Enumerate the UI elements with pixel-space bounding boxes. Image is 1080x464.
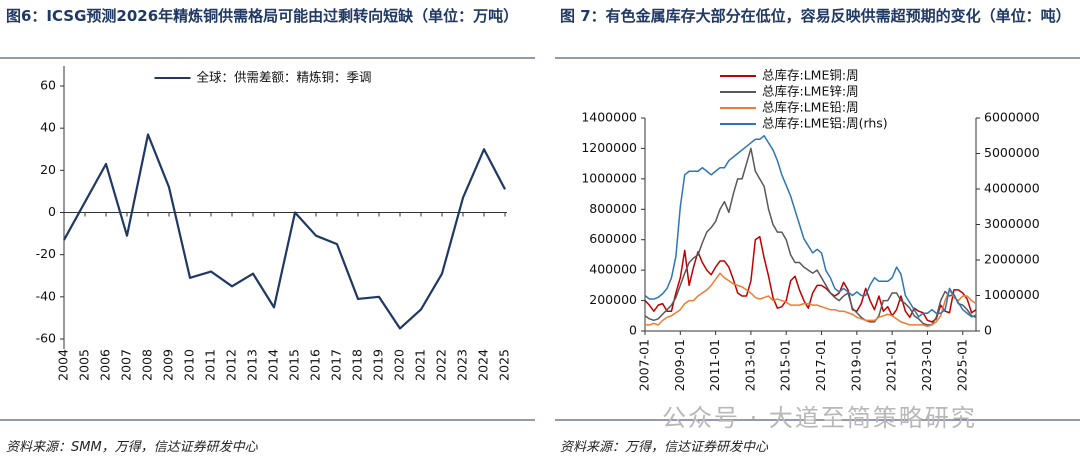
y-tick-label: 400000 xyxy=(589,262,637,277)
x-tick-label: 2021 xyxy=(413,349,428,381)
y2-tick-label: 0 xyxy=(984,323,992,338)
x-tick-label: 2023 xyxy=(455,349,470,381)
y2-tick-label: 3000000 xyxy=(984,216,1040,231)
x-tick-label: 2014 xyxy=(266,349,281,381)
x-tick-label: 2024 xyxy=(476,349,491,381)
legend-label: 总库存:LME铝:周(rhs) xyxy=(762,116,888,131)
series-line xyxy=(644,147,977,326)
x-tick-label: 2005 xyxy=(77,349,92,381)
y-tick-label: 0 xyxy=(629,323,637,338)
y-tick-label: 200000 xyxy=(589,292,637,307)
x-tick-label: 2012 xyxy=(224,349,239,381)
x-tick-label: 2010 xyxy=(182,349,197,381)
y2-tick-label: 6000000 xyxy=(984,110,1040,125)
x-tick-label: 2011-01 xyxy=(707,339,722,391)
x-tick-label: 2007 xyxy=(119,349,134,381)
x-tick-label: 2023-01 xyxy=(919,339,934,391)
x-tick-label: 2006 xyxy=(98,349,113,381)
x-tick-label: 2007-01 xyxy=(637,339,652,391)
y-tick-label: -60 xyxy=(36,331,56,346)
y2-tick-label: 5000000 xyxy=(984,145,1040,160)
y-tick-label: 1400000 xyxy=(581,110,637,125)
x-tick-label: 2025-01 xyxy=(954,339,969,391)
y-tick-label: 60 xyxy=(40,78,56,93)
y-tick-label: 1000000 xyxy=(581,170,637,185)
y-tick-label: 20 xyxy=(40,162,56,177)
x-tick-label: 2013 xyxy=(245,349,260,381)
x-tick-label: 2017-01 xyxy=(813,339,828,391)
x-tick-label: 2016 xyxy=(308,349,323,381)
x-tick-label: 2008 xyxy=(140,349,155,381)
source: 资料来源：万得，信达证券研发中心 xyxy=(560,440,769,455)
y-tick-label: 600000 xyxy=(589,231,637,246)
chart-title: 图6：ICSG预测2026年精炼铜供需格局可能由过剩转向短缺（单位：万吨） xyxy=(6,7,519,25)
x-tick-label: 2019 xyxy=(371,349,386,381)
series-line xyxy=(644,135,977,318)
y2-tick-label: 4000000 xyxy=(984,181,1040,196)
legend-label: 总库存:LME铅:周 xyxy=(762,100,859,115)
chart-title: 图 7：有色金属库存大部分在低位，容易反映供需超预期的变化（单位：吨） xyxy=(560,7,1071,25)
x-tick-label: 2009 xyxy=(161,349,176,381)
x-tick-label: 2019-01 xyxy=(848,339,863,391)
series-line xyxy=(63,133,506,330)
legend-label: 总库存:LME锌:周 xyxy=(762,84,859,99)
x-tick-label: 2017 xyxy=(329,349,344,381)
y-tick-label: 800000 xyxy=(589,201,637,216)
y2-tick-label: 1000000 xyxy=(984,287,1040,302)
x-tick-label: 2018 xyxy=(350,349,365,381)
series-line xyxy=(644,235,977,323)
legend-label: 总库存:LME铜:周 xyxy=(762,68,859,83)
x-tick-label: 2022 xyxy=(434,349,449,381)
x-tick-label: 2015 xyxy=(287,349,302,381)
x-tick-label: 2013-01 xyxy=(742,339,757,391)
y-tick-label: 40 xyxy=(40,120,56,135)
y-tick-label: 1200000 xyxy=(581,140,637,155)
series-line xyxy=(645,272,977,328)
y-tick-label: -20 xyxy=(36,246,56,261)
x-tick-label: 2020 xyxy=(392,349,407,381)
x-tick-label: 2004 xyxy=(56,349,71,381)
source: 资料来源：SMM，万得，信达证券研发中心 xyxy=(6,440,258,455)
x-tick-label: 2025 xyxy=(497,349,512,381)
x-tick-label: 2015-01 xyxy=(778,339,793,391)
y-tick-label: -40 xyxy=(36,288,56,303)
x-tick-label: 2011 xyxy=(203,349,218,381)
y2-tick-label: 2000000 xyxy=(984,252,1040,267)
y-tick-label: 0 xyxy=(48,204,56,219)
legend-label: 全球：供需差额：精炼铜：季调 xyxy=(197,70,372,85)
x-tick-label: 2021-01 xyxy=(884,339,899,391)
watermark: 公众号 · 大道至简策略研究 xyxy=(662,404,977,432)
x-tick-label: 2009-01 xyxy=(672,339,687,391)
